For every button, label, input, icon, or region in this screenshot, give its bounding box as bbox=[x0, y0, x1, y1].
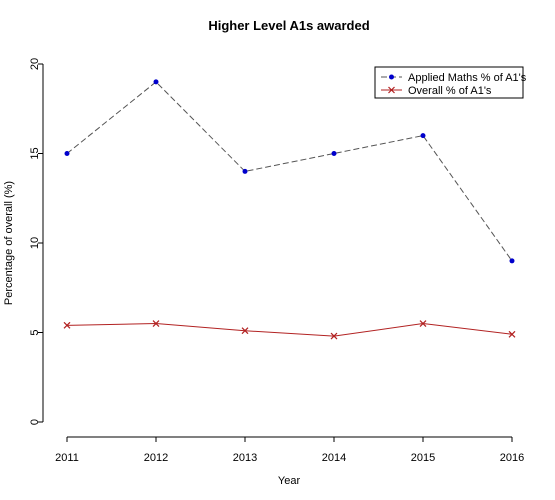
data-point-applied-maths bbox=[509, 258, 515, 264]
data-point-applied-maths bbox=[153, 79, 159, 85]
legend-label-applied-maths: Applied Maths % of A1's bbox=[408, 72, 527, 84]
x-tick-label: 2016 bbox=[500, 452, 524, 464]
data-point-overall bbox=[241, 327, 249, 335]
data-point-overall bbox=[152, 320, 160, 327]
legend-box bbox=[374, 66, 524, 99]
y-axis-ticks: 0 5 10 15 20 bbox=[29, 58, 43, 425]
y-tick-label: 5 bbox=[29, 329, 41, 335]
y-tick-label: 0 bbox=[29, 419, 41, 425]
legend-marker-overall bbox=[388, 86, 395, 94]
x-axis-ticks: 2011 2012 2013 2014 2015 2016 bbox=[55, 437, 524, 464]
data-point-applied-maths bbox=[242, 168, 248, 174]
x-tick-label: 2011 bbox=[55, 452, 79, 464]
y-tick-label: 10 bbox=[29, 237, 41, 249]
data-point-overall bbox=[330, 332, 338, 340]
x-tick-label: 2012 bbox=[144, 452, 168, 464]
legend-marker-applied-maths bbox=[389, 74, 394, 80]
y-tick-label: 15 bbox=[29, 147, 41, 159]
chart-title: Higher Level A1s awarded bbox=[208, 18, 369, 33]
series-line-applied-maths bbox=[66, 81, 513, 262]
y-axis-label: Percentage of overall (%) bbox=[3, 181, 15, 305]
x-tick-label: 2014 bbox=[322, 452, 346, 464]
data-point-applied-maths bbox=[331, 151, 337, 156]
series-layer bbox=[63, 79, 516, 340]
legend-label-overall: Overall % of A1's bbox=[408, 85, 492, 97]
x-tick-label: 2013 bbox=[233, 452, 257, 464]
data-point-applied-maths bbox=[64, 151, 70, 156]
data-point-overall bbox=[63, 321, 71, 329]
series-line-overall bbox=[66, 323, 513, 337]
data-point-overall bbox=[508, 330, 516, 338]
y-tick-label: 20 bbox=[29, 58, 41, 70]
x-axis-label: Year bbox=[278, 475, 301, 487]
chart-legend: Applied Maths % of A1's Overall % of A1'… bbox=[374, 66, 527, 99]
x-tick-label: 2015 bbox=[411, 452, 435, 464]
data-point-overall bbox=[419, 320, 427, 327]
data-point-applied-maths bbox=[420, 133, 426, 139]
